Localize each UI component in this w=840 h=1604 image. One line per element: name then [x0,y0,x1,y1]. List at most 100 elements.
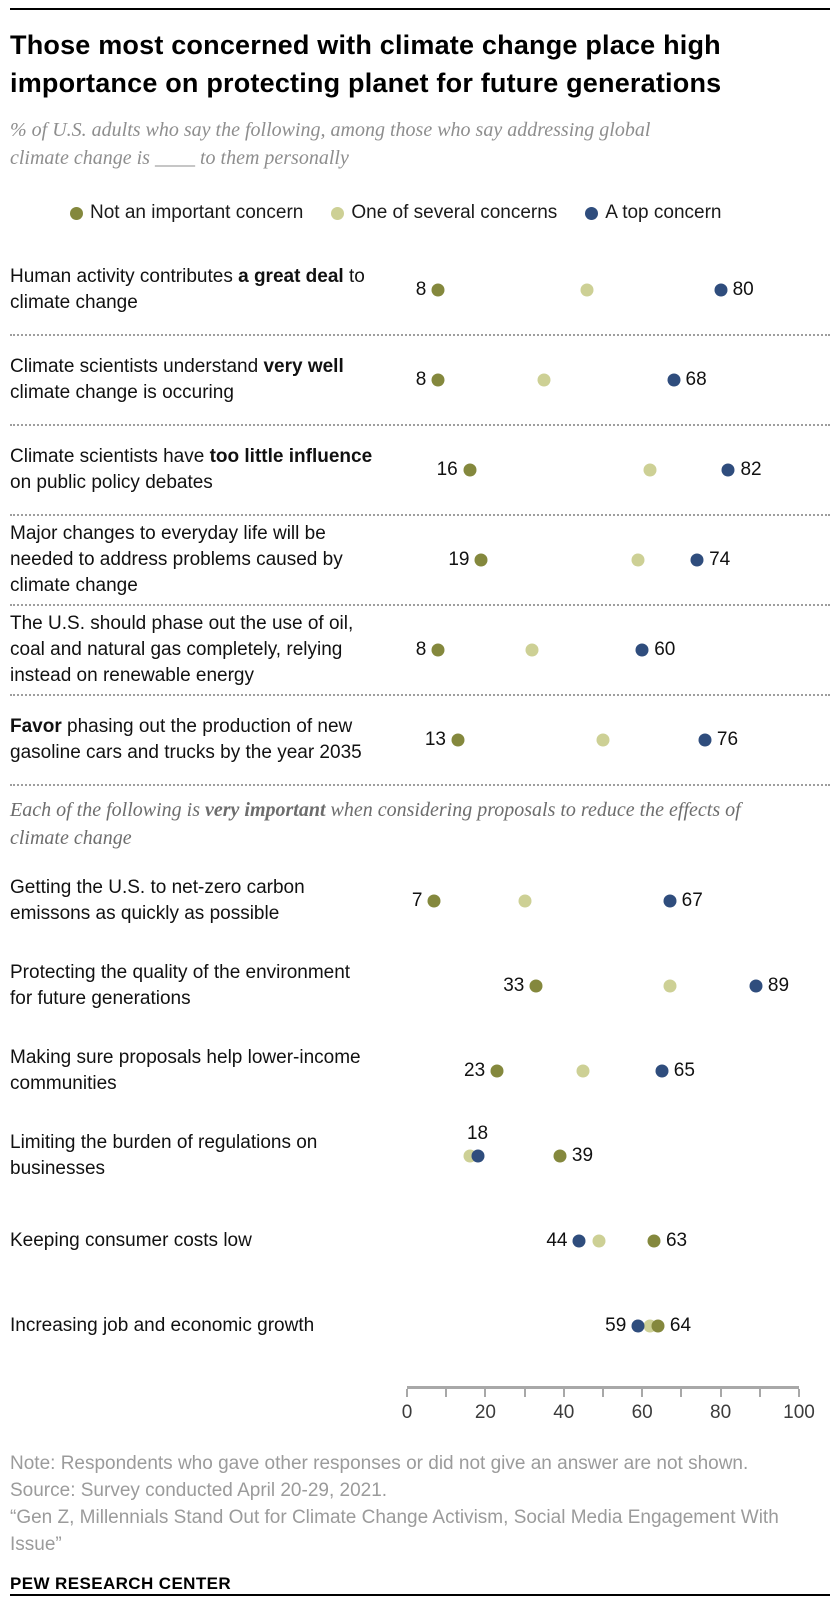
value-label: 64 [669,1314,692,1336]
source-line: Source: Survey conducted April 20-29, 20… [10,1480,388,1501]
legend-item-not_important: Not an important concern [70,202,303,224]
data-dot-top [635,643,649,657]
data-dot-not-important [490,1064,504,1077]
data-dot-several [631,553,645,567]
data-dot-not-important [553,1149,567,1162]
legend-item-top: A top concern [585,202,722,224]
value-label: 89 [767,974,790,996]
row-plot: 8 80 [407,246,799,334]
legend-dot-icon [585,206,599,220]
value-label: 33 [503,974,525,996]
data-dot-not-important [431,283,445,297]
chart-row: Keeping consumer costs low 44 63 [10,1198,830,1283]
legend-label: One of several concerns [351,202,558,223]
row-plot: 13 76 [407,696,799,784]
axis-tick [758,1389,761,1397]
data-dot-top [667,373,681,387]
axis-tick-label: 60 [631,1402,653,1423]
chart-row: Climate scientists have too little influ… [10,426,830,516]
axis-tick-label: 100 [783,1402,815,1423]
data-dot-not-important [451,733,465,747]
row-plot: 19 74 [407,516,799,604]
data-dot-top [690,553,704,567]
legend: Not an important concern One of several c… [70,202,830,224]
axis-tick [798,1389,800,1397]
top-divider [10,8,830,10]
section-intro: Each of the following is very important … [10,799,741,849]
data-dot-several [580,283,594,297]
value-label: 76 [716,729,739,750]
data-dot-not-important [427,894,441,907]
pew-research-center-wordmark: PEW RESEARCH CENTER [10,1574,232,1593]
axis-tick [523,1389,526,1397]
row-plot: 8 60 [407,606,799,694]
value-label: 16 [436,459,458,480]
quote-line: “Gen Z, Millennials Stand Out for Climat… [10,1507,779,1555]
value-label: 19 [448,549,470,570]
row-label: Getting the U.S. to net-zero carbon emis… [10,876,305,924]
value-label: 8 [415,369,427,390]
row-label: Major changes to everyday life will be n… [10,523,343,596]
chart-title: Those most concerned with climate change… [10,30,722,98]
row-label: Human activity contributes a great deal … [10,266,365,313]
value-label: 59 [605,1314,627,1336]
data-dot-top [749,979,763,992]
row-label: Favor phasing out the production of new … [10,716,362,763]
row-plot: 44 63 [407,1198,799,1283]
value-label: 23 [464,1059,486,1081]
data-dot-not-important [529,979,543,992]
row-label: Making sure proposals help lower-income … [10,1046,361,1094]
legend-dot-icon [331,206,345,220]
row-plot: 18 39 [407,1113,799,1198]
data-dot-several [592,1234,606,1247]
value-label: 18 [466,1122,489,1144]
data-dot-not-important [463,463,477,477]
data-dot-several [518,894,532,907]
chart-row: The U.S. should phase out the use of oil… [10,606,830,696]
data-dot-top [663,894,677,907]
value-label: 68 [685,369,707,390]
data-dot-top [721,463,735,477]
axis-tick [445,1389,448,1397]
data-dot-not-important [651,1319,665,1332]
legend-label: A top concern [605,202,722,223]
row-label: Keeping consumer costs low [10,1229,252,1251]
row-plot: 59 64 [407,1283,799,1368]
axis-tick-label: 40 [553,1402,575,1423]
legend-label: Not an important concern [90,202,304,223]
value-label: 82 [740,459,762,480]
value-label: 8 [415,279,427,300]
data-dot-top [572,1234,586,1247]
axis-tick [602,1389,604,1397]
chart-row: Climate scientists understand very well … [10,336,830,426]
axis-tick-label: 0 [401,1402,413,1423]
chart-row: Limiting the burden of regulations on bu… [10,1113,830,1198]
chart-row: Getting the U.S. to net-zero carbon emis… [10,858,830,943]
data-dot-top [471,1149,485,1162]
row-label: Climate scientists have too little influ… [10,446,373,493]
chart-row: Favor phasing out the production of new … [10,696,830,786]
row-plot: 7 67 [407,858,799,943]
chart-row: Increasing job and economic growth 59 64 [10,1283,830,1368]
value-label: 63 [665,1229,688,1251]
row-label: Limiting the burden of regulations on bu… [10,1131,318,1179]
footnotes: Note: Respondents who gave other respons… [10,1450,830,1558]
bottom-divider [10,1594,830,1596]
chart-row: Major changes to everyday life will be n… [10,516,830,606]
data-dot-not-important [431,643,445,657]
axis-tick [641,1389,644,1397]
value-label: 8 [415,639,427,660]
axis-tick [562,1389,565,1397]
chart-subtitle: % of U.S. adults who say the following, … [10,119,651,169]
axis-tick [406,1389,408,1397]
row-plot: 23 65 [407,1028,799,1113]
note-line: Note: Respondents who gave other respons… [10,1453,749,1474]
data-dot-not-important [647,1234,661,1247]
row-plot: 16 82 [407,426,799,514]
data-dot-several [643,463,657,477]
data-dot-top [698,733,712,747]
chart-body: Human activity contributes a great deal … [10,246,830,1368]
data-dot-top [655,1064,669,1077]
data-dot-top [631,1319,645,1332]
